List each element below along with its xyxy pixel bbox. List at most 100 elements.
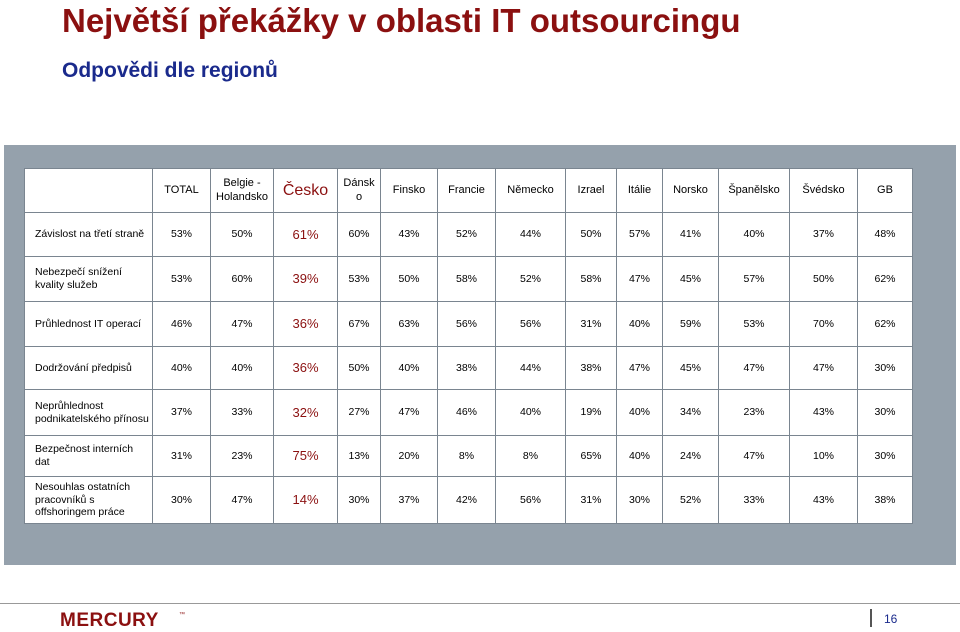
table-cell: 48%: [857, 212, 913, 257]
table-cell: 47%: [380, 389, 438, 436]
table-cell: 23%: [210, 435, 274, 477]
table-cell: 36%: [273, 301, 338, 347]
table-cell: 39%: [273, 256, 338, 302]
table-cell: 40%: [616, 435, 663, 477]
table-cell: 40%: [380, 346, 438, 390]
table-cell: 47%: [210, 476, 274, 524]
table-cell: 30%: [857, 346, 913, 390]
table-cell: 52%: [495, 256, 566, 302]
table-cell: 34%: [662, 389, 719, 436]
column-header: Finsko: [380, 168, 438, 213]
table-cell: 58%: [565, 256, 617, 302]
column-header: Itálie: [616, 168, 663, 213]
table-cell: 47%: [616, 346, 663, 390]
table-cell: 31%: [565, 476, 617, 524]
table-cell: 43%: [789, 389, 858, 436]
column-header: Španělsko: [718, 168, 790, 213]
table-cell: 59%: [662, 301, 719, 347]
column-header: TOTAL: [152, 168, 211, 213]
row-label: Bezpečnost interních dat: [24, 435, 153, 477]
table-cell: 37%: [152, 389, 211, 436]
table-row: Závislost na třetí straně 53% 50% 61% 60% 43%…: [24, 212, 913, 257]
table-cell: 47%: [718, 346, 790, 390]
footer-divider: [0, 603, 960, 604]
table-cell: 42%: [437, 476, 496, 524]
column-header: Švédsko: [789, 168, 858, 213]
table-cell: 40%: [152, 346, 211, 390]
table-cell: 33%: [718, 476, 790, 524]
svg-text:MERCURY: MERCURY: [60, 610, 159, 629]
table-cell: 50%: [380, 256, 438, 302]
table-cell: 50%: [337, 346, 381, 390]
table-cell: 40%: [495, 389, 566, 436]
table-cell: 41%: [662, 212, 719, 257]
table-cell: 30%: [616, 476, 663, 524]
table-cell: 62%: [857, 301, 913, 347]
table-cell: 19%: [565, 389, 617, 436]
table-cell: 47%: [210, 301, 274, 347]
table-cell: 14%: [273, 476, 338, 524]
column-header: Norsko: [662, 168, 719, 213]
page-title: Největší překážky v oblasti IT outsourci…: [62, 2, 741, 39]
table-cell: 53%: [718, 301, 790, 347]
table-cell: 65%: [565, 435, 617, 477]
mercury-logo: MERCURY ™: [60, 610, 185, 629]
column-header: Belgie - Holandsko: [210, 168, 274, 213]
table-cell: 50%: [210, 212, 274, 257]
table-cell: 45%: [662, 256, 719, 302]
table-cell: 47%: [789, 346, 858, 390]
table-cell: 46%: [152, 301, 211, 347]
header-row: TOTAL Belgie - Holandsko Česko Dánsk o Finsk…: [24, 168, 913, 213]
row-label: Nesouhlas ostatních pracovníků s offshor…: [24, 476, 153, 524]
table-cell: 40%: [210, 346, 274, 390]
column-header: Česko: [273, 168, 338, 213]
table-cell: 30%: [152, 476, 211, 524]
table-row: Nebezpečí snížení kvality služeb 53% 60% 39…: [24, 256, 913, 302]
table-cell: 58%: [437, 256, 496, 302]
table-cell: 60%: [337, 212, 381, 257]
table-cell: 38%: [565, 346, 617, 390]
table-cell: 40%: [718, 212, 790, 257]
table-cell: 50%: [789, 256, 858, 302]
table-cell: 56%: [495, 476, 566, 524]
table-cell: 43%: [789, 476, 858, 524]
table-cell: 31%: [152, 435, 211, 477]
table-cell: 10%: [789, 435, 858, 477]
table-cell: 38%: [857, 476, 913, 524]
table-cell: 53%: [152, 212, 211, 257]
table-cell: 45%: [662, 346, 719, 390]
table-cell: 30%: [857, 389, 913, 436]
table-row: Průhlednost IT operací 46% 47% 36% 67% 63% 56%…: [24, 301, 913, 347]
row-label: Závislost na třetí straně: [24, 212, 153, 257]
table-cell: 67%: [337, 301, 381, 347]
table-row: Neprůhlednost podnikatelského přínosu 37%…: [24, 389, 913, 436]
table-cell: 53%: [152, 256, 211, 302]
table-cell: 57%: [718, 256, 790, 302]
table-cell: 53%: [337, 256, 381, 302]
table-cell: 8%: [437, 435, 496, 477]
table-cell: 44%: [495, 346, 566, 390]
table-cell: 56%: [495, 301, 566, 347]
table-cell: 38%: [437, 346, 496, 390]
results-table: TOTAL Belgie - Holandsko Česko Dánsk o Finsk…: [24, 168, 913, 524]
table-cell: 13%: [337, 435, 381, 477]
column-header: Izrael: [565, 168, 617, 213]
table-cell: 46%: [437, 389, 496, 436]
svg-text:™: ™: [179, 611, 185, 618]
table-cell: 44%: [495, 212, 566, 257]
table-cell: 20%: [380, 435, 438, 477]
table-cell: 30%: [857, 435, 913, 477]
table-cell: 63%: [380, 301, 438, 347]
table-cell: 70%: [789, 301, 858, 347]
page-subtitle: Odpovědi dle regionů: [62, 59, 278, 82]
table-cell: 37%: [789, 212, 858, 257]
column-header: Francie: [437, 168, 496, 213]
table-cell: 52%: [437, 212, 496, 257]
table-cell: 52%: [662, 476, 719, 524]
table-cell: 60%: [210, 256, 274, 302]
table-cell: 75%: [273, 435, 338, 477]
table-cell: 61%: [273, 212, 338, 257]
table-cell: 37%: [380, 476, 438, 524]
table-cell: 23%: [718, 389, 790, 436]
table-cell: 47%: [616, 256, 663, 302]
